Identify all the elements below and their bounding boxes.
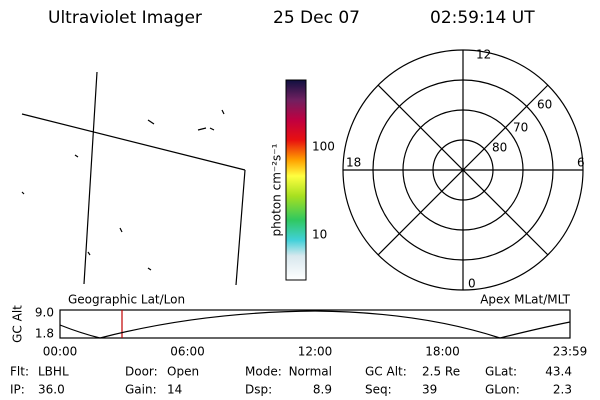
geo-map: [21, 71, 246, 286]
timeline: [59, 309, 571, 339]
colorbar-tick: 10: [312, 228, 327, 242]
status-label: Door:: [125, 365, 158, 379]
timeline-ytick: 9.0: [35, 306, 54, 320]
status-label: GLon:: [485, 383, 520, 397]
status-value: Normal: [289, 365, 332, 379]
timeline-xtick: 00:00: [43, 345, 78, 359]
map-label: Apex MLat/MLT: [480, 293, 570, 307]
mlt-label: 6: [577, 156, 585, 170]
polar-plot: [342, 49, 584, 291]
colorbar-tick: 100: [312, 140, 335, 154]
colorbar: [285, 79, 307, 281]
timeline-xtick: 12:00: [298, 345, 333, 359]
lat-label: 80: [492, 141, 507, 155]
mlt-label: 0: [468, 277, 476, 291]
status-value: LBHL: [38, 365, 69, 379]
mlt-label: 12: [476, 48, 491, 62]
status-value: 2.5 Re: [422, 365, 460, 379]
status-value: 8.9: [313, 383, 332, 397]
status-value: 39: [422, 383, 437, 397]
status-value: 14: [167, 383, 182, 397]
lat-label: 70: [513, 121, 528, 135]
instrument: Ultraviolet Imager: [48, 8, 202, 28]
status-label: Dsp:: [245, 383, 272, 397]
lat-label: 60: [537, 98, 552, 112]
timeline-xtick: 18:00: [425, 345, 460, 359]
status-label: Gain:: [125, 383, 157, 397]
status-value: 36.0: [38, 383, 65, 397]
colorbar-label: photon cm⁻²s⁻¹: [270, 143, 284, 236]
status-value: Open: [167, 365, 199, 379]
status-value: 2.3: [553, 383, 572, 397]
status-label: IP:: [10, 383, 25, 397]
mlt-label: 18: [346, 156, 361, 170]
status-label: GC Alt:: [365, 365, 407, 379]
time: 02:59:14 UT: [430, 8, 535, 28]
map-label: Geographic Lat/Lon: [68, 293, 185, 307]
timeline-xtick: 23:59: [553, 345, 588, 359]
status-value: 43.4: [545, 365, 572, 379]
timeline-ylabel: GC Alt: [11, 305, 25, 343]
timeline-xtick: 06:00: [170, 345, 205, 359]
status-label: GLat:: [485, 365, 517, 379]
timeline-ytick: 1.8: [35, 327, 54, 341]
status-label: Flt:: [10, 365, 29, 379]
status-label: Mode:: [245, 365, 282, 379]
status-label: Seq:: [365, 383, 392, 397]
date: 25 Dec 07: [273, 8, 360, 28]
